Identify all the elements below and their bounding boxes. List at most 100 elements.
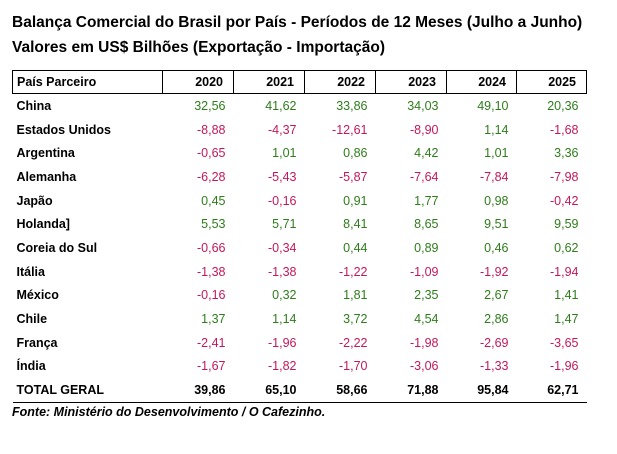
- report-subtitle: Valores em US$ Bilhões (Exportação - Imp…: [12, 39, 385, 56]
- balance-value: 9,59: [554, 217, 579, 232]
- column-header-year: 2021: [233, 70, 305, 94]
- total-value: 71,88: [375, 378, 447, 403]
- balance-value: 49,10: [477, 98, 509, 113]
- balance-value: 0,62: [554, 240, 579, 255]
- column-header-country: País Parceiro: [12, 70, 163, 94]
- balance-value: -1,22: [339, 264, 368, 279]
- table-row: Japão 0,45 -0,16 0,91 1,77 0,98 -0,42: [13, 189, 587, 213]
- balance-value: 5,71: [272, 217, 297, 232]
- balance-value: -5,43: [268, 169, 297, 184]
- total-value: 62,71: [516, 378, 587, 403]
- country-name: China: [16, 98, 52, 113]
- table-row: Coreia do Sul -0,66 -0,34 0,44 0,89 0,46 0,62: [13, 236, 587, 260]
- balance-value: 1,41: [554, 288, 579, 303]
- balance-value: 34,03: [407, 98, 439, 113]
- balance-value: -2,69: [480, 335, 509, 350]
- balance-value: 3,72: [343, 312, 368, 327]
- table-row: México -0,16 0,32 1,81 2,35 2,67 1,41: [13, 284, 587, 308]
- table-row: China 32,56 41,62 33,86 34,03 49,10 20,36: [13, 94, 587, 118]
- country-name: Japão: [16, 193, 53, 208]
- balance-value: 9,51: [484, 217, 509, 232]
- balance-value: 2,67: [484, 288, 509, 303]
- balance-value: 3,36: [554, 146, 579, 161]
- balance-value: 0,44: [343, 240, 368, 255]
- balance-value: -4,37: [268, 122, 297, 137]
- table-row: Holanda] 5,53 5,71 8,41 8,65 9,51 9,59: [13, 212, 587, 236]
- balance-value: -6,28: [197, 169, 226, 184]
- country-name: Coreia do Sul: [16, 240, 98, 255]
- balance-value: 1,37: [201, 312, 226, 327]
- column-header-year: 2025: [516, 70, 587, 94]
- balance-value: 1,77: [414, 193, 439, 208]
- balance-value: -1,70: [339, 359, 368, 374]
- country-name: Argentina: [16, 146, 75, 161]
- balance-value: -0,34: [268, 240, 297, 255]
- country-name: Estados Unidos: [16, 122, 111, 137]
- country-name: Chile: [16, 312, 48, 327]
- balance-value: 0,32: [272, 288, 297, 303]
- column-header-year: 2023: [375, 70, 447, 94]
- table-row: Itália -1,38 -1,38 -1,22 -1,09 -1,92 -1,94: [13, 260, 587, 284]
- total-value: 39,86: [162, 378, 234, 403]
- country-name: México: [16, 288, 59, 303]
- balance-value: 0,91: [343, 193, 368, 208]
- table-row: Índia -1,67 -1,82 -1,70 -3,06 -1,33 -1,96: [13, 355, 587, 379]
- table-row: Alemanha -6,28 -5,43 -5,87 -7,64 -7,84 -7,98: [13, 165, 587, 189]
- balance-value: -5,87: [339, 169, 368, 184]
- balance-value: 33,86: [336, 98, 368, 113]
- balance-value: 32,56: [194, 98, 226, 113]
- balance-value: -1,96: [550, 359, 579, 374]
- balance-value: -0,16: [197, 288, 226, 303]
- total-value: 95,84: [446, 378, 517, 403]
- table-body: China 32,56 41,62 33,86 34,03 49,10 20,36 Estad…: [12, 94, 587, 403]
- balance-value: -7,84: [480, 169, 509, 184]
- balance-value: -1,33: [480, 359, 509, 374]
- table-row: Estados Unidos -8,88 -4,37 -12,61 -8,90 1,14 -…: [13, 118, 587, 142]
- balance-value: -1,98: [410, 335, 439, 350]
- balance-value: -1,82: [268, 359, 297, 374]
- balance-value: -1,68: [550, 122, 579, 137]
- balance-value: 5,53: [201, 217, 226, 232]
- balance-value: 1,14: [272, 312, 297, 327]
- country-name: Itália: [16, 264, 46, 279]
- balance-value: 1,01: [484, 146, 509, 161]
- balance-value: -7,64: [410, 169, 439, 184]
- balance-value: -1,67: [197, 359, 226, 374]
- country-name: França: [16, 335, 58, 350]
- balance-value: 1,47: [554, 312, 579, 327]
- balance-value: 1,01: [272, 146, 297, 161]
- balance-value: -1,94: [550, 264, 579, 279]
- balance-value: 2,86: [484, 312, 509, 327]
- balance-value: 0,46: [484, 240, 509, 255]
- balance-value: -1,38: [268, 264, 297, 279]
- balance-value: -1,92: [480, 264, 509, 279]
- table-row: Argentina -0,65 1,01 0,86 4,42 1,01 3,36: [13, 141, 587, 165]
- balance-value: -0,16: [268, 193, 297, 208]
- balance-value: -3,65: [550, 335, 579, 350]
- balance-value: 0,98: [484, 193, 509, 208]
- balance-value: 4,42: [414, 146, 439, 161]
- balance-value: 0,89: [414, 240, 439, 255]
- balance-value: 8,41: [343, 217, 368, 232]
- report-title: Balança Comercial do Brasil por País - P…: [12, 14, 583, 31]
- balance-value: -2,41: [197, 335, 226, 350]
- table-header-row: País Parceiro 2020 2021 2022 2023 2024 2…: [12, 70, 587, 94]
- total-row: TOTAL GERAL 39,86 65,10 58,66 71,88 95,84 62,7…: [12, 378, 587, 403]
- source-note: Fonte: Ministério do Desenvolvimento / O…: [12, 405, 326, 419]
- balance-value: 4,54: [414, 312, 439, 327]
- total-value: 65,10: [233, 378, 305, 403]
- balance-value: -8,90: [410, 122, 439, 137]
- balance-value: -0,42: [550, 193, 579, 208]
- total-value: 58,66: [304, 378, 376, 403]
- balance-value: 41,62: [265, 98, 297, 113]
- balance-value: 1,81: [343, 288, 368, 303]
- balance-value: -3,06: [410, 359, 439, 374]
- balance-value: -1,96: [268, 335, 297, 350]
- column-header-year: 2022: [304, 70, 376, 94]
- trade-balance-table: País Parceiro 2020 2021 2022 2023 2024 2…: [12, 70, 587, 403]
- country-name: Holanda]: [16, 217, 70, 232]
- country-name: Alemanha: [16, 169, 77, 184]
- balance-value: 8,65: [414, 217, 439, 232]
- balance-value: -1,38: [197, 264, 226, 279]
- table-row: Chile 1,37 1,14 3,72 4,54 2,86 1,47: [13, 307, 587, 331]
